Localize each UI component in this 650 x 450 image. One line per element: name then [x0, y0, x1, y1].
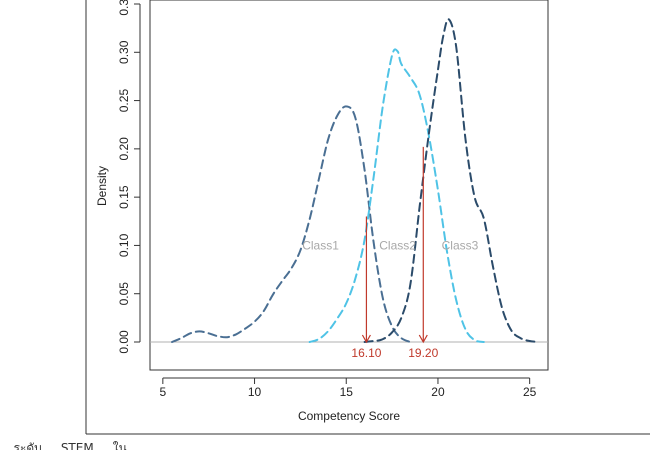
class-label-class1: Class1	[302, 238, 339, 252]
x-axis: 5 10 15 20 25	[159, 377, 537, 399]
x-tick-label: 15	[340, 385, 354, 399]
x-tick-label: 20	[431, 385, 445, 399]
y-tick-label: 0.00	[117, 330, 131, 354]
density-curve-class3	[363, 18, 540, 343]
y-tick-label: 0.15	[117, 185, 131, 209]
x-tick-label: 10	[248, 385, 262, 399]
threshold-layer: 16.10 19.20	[351, 146, 439, 360]
y-axis-title: Density	[95, 166, 109, 206]
density-curve-class2	[308, 48, 485, 343]
x-axis-title: Competency Score	[298, 409, 400, 423]
class-label-layer: Class1 Class2 Class3	[302, 238, 478, 252]
y-tick-label: 0.10	[117, 233, 131, 257]
y-tick-label: 0.25	[117, 89, 131, 113]
x-tick-label: 5	[159, 385, 166, 399]
y-tick-label: 0.20	[117, 137, 131, 161]
threshold-label: 16.10	[351, 346, 381, 360]
threshold-arrowhead	[418, 334, 428, 344]
y-axis: 0.00 0.05 0.10 0.15 0.20 0.25 0.30 0.35	[117, 0, 141, 354]
y-tick-label: 0.35	[117, 0, 131, 16]
y-tick-label: 0.05	[117, 282, 131, 306]
plot-box	[149, 0, 549, 371]
density-curve-class1	[171, 105, 412, 343]
y-tick-label: 0.30	[117, 40, 131, 64]
threshold-label: 19.20	[408, 346, 438, 360]
x-tick-label: 25	[523, 385, 537, 399]
series-layer	[171, 18, 540, 343]
figure-caption: ...ระดับ ... STEM ... ใน ...	[2, 441, 142, 450]
threshold-arrowhead	[361, 334, 371, 344]
class-label-class3: Class3	[442, 238, 479, 252]
class-label-class2: Class2	[379, 238, 416, 252]
